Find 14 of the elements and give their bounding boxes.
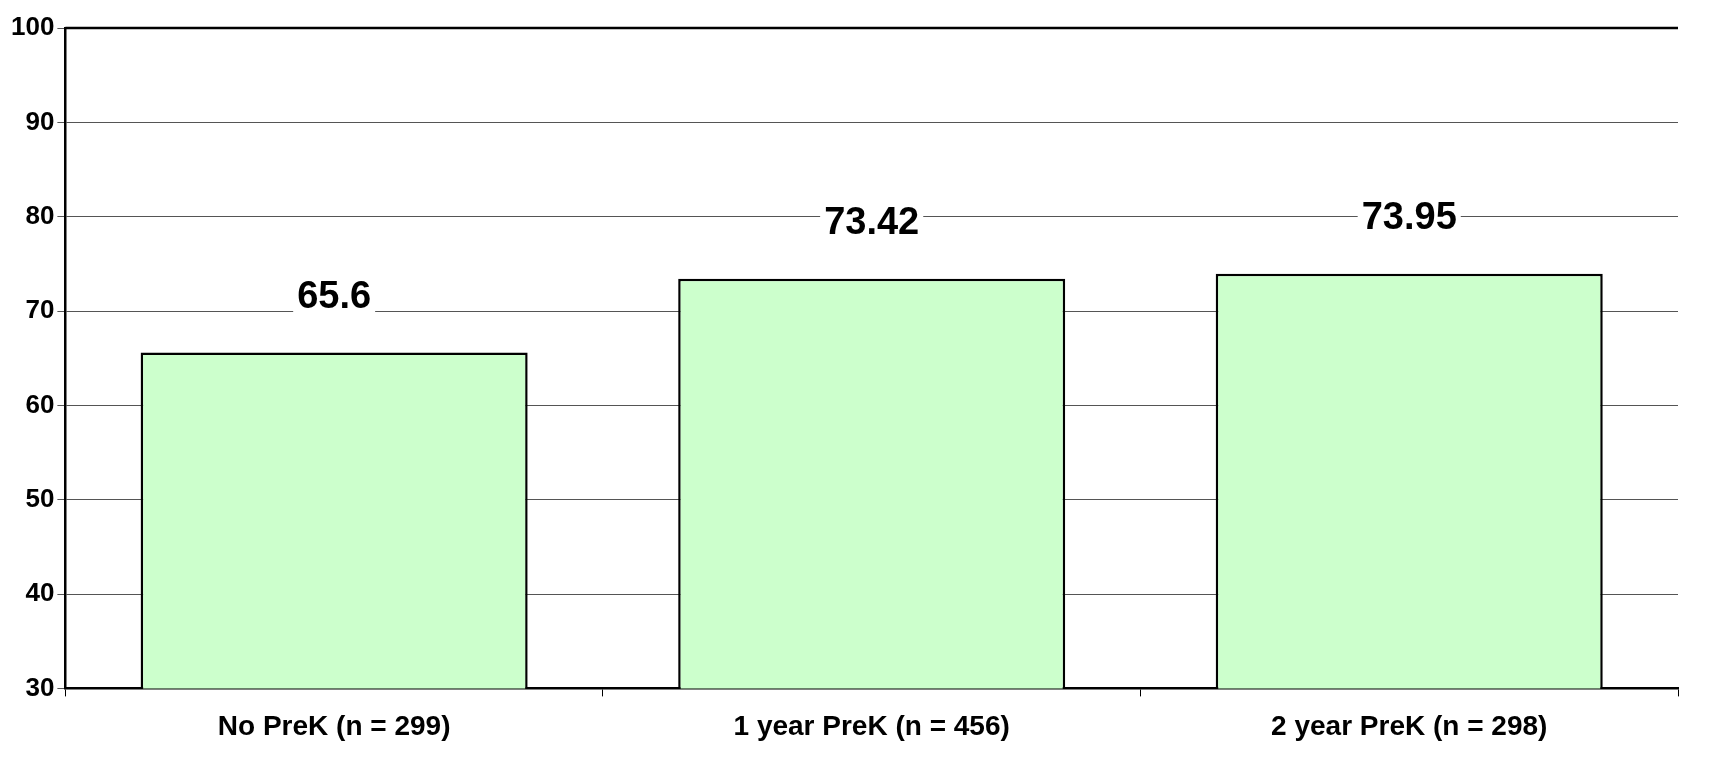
- y-tick-label: 50: [25, 482, 55, 513]
- data-label: 73.42: [824, 200, 920, 243]
- y-tick-label: 30: [25, 671, 55, 702]
- data-label: 73.95: [1361, 195, 1457, 238]
- data-label: 65.6: [297, 274, 372, 317]
- x-tick-label: No PreK (n = 299): [217, 709, 451, 741]
- x-tick-label: 1 year PreK (n = 456): [733, 709, 1010, 741]
- x-tick-label: 2 year PreK (n = 298): [1271, 709, 1548, 741]
- y-tick-label: 80: [25, 199, 55, 230]
- y-tick-label: 60: [25, 388, 55, 419]
- y-tick-label: 40: [25, 577, 55, 608]
- y-tick-label: 70: [25, 294, 55, 325]
- y-tick-label: 90: [25, 105, 55, 136]
- y-tick-label: 100: [10, 11, 55, 42]
